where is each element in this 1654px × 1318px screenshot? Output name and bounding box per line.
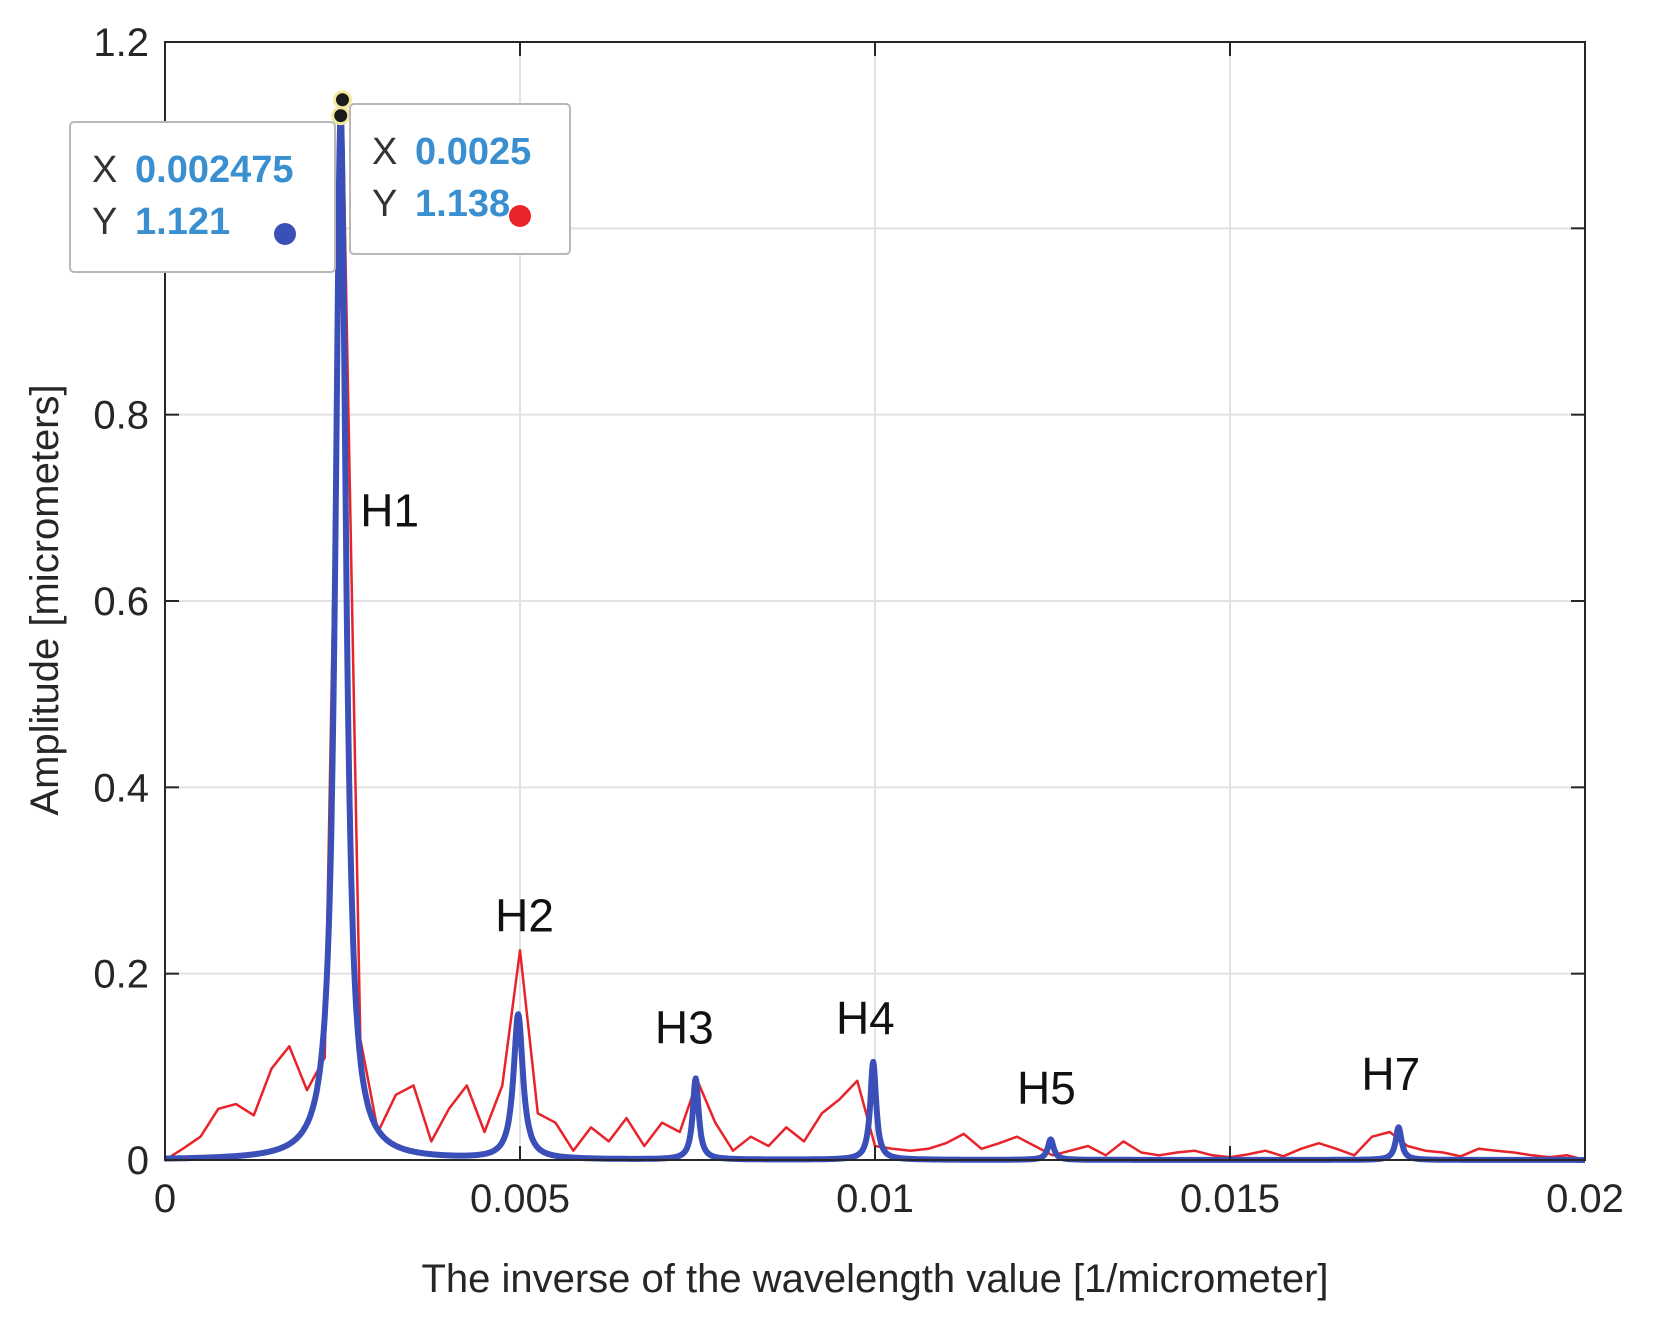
datatip-y-value: 1.121	[135, 201, 230, 243]
x-tick-label: 0.02	[1546, 1177, 1624, 1221]
y-tick-label: 0	[127, 1139, 149, 1183]
peak-label-h3: H3	[655, 1002, 714, 1054]
datatip-series-dot	[274, 223, 296, 245]
datatip-series-dot	[509, 205, 531, 227]
peak-annotations: H1 H2 H3 H4 H5 H7	[360, 484, 1420, 1114]
datatip-y-key: Y	[92, 201, 117, 243]
peak-label-h7: H7	[1361, 1048, 1420, 1100]
datatip-marker[interactable]	[333, 90, 352, 110]
peak-label-h5: H5	[1017, 1062, 1076, 1114]
datatip-y-key: Y	[372, 183, 397, 225]
datatip-1[interactable]: X 0.002475 Y 1.121	[69, 106, 351, 273]
datatips[interactable]: X 0.002475 Y 1.121 X 0.0025 Y 1.138	[69, 90, 571, 273]
x-tick-label: 0.015	[1180, 1177, 1280, 1221]
datatip-box	[69, 121, 336, 273]
datatip-x-key: X	[372, 131, 397, 173]
x-tick-label: 0.01	[836, 1177, 914, 1221]
y-tick-label: 0.4	[93, 766, 149, 810]
datatip-x-value: 0.0025	[415, 131, 531, 173]
y-axis-title: Amplitude [micrometers]	[23, 384, 67, 815]
datatip-x-key: X	[92, 149, 117, 191]
y-tick-label: 0.8	[93, 394, 149, 438]
datatip-x-value: 0.002475	[135, 149, 294, 191]
y-tick-label: 0.6	[93, 580, 149, 624]
axis-ticks: 0 0.005 0.01 0.015 0.02 0 0.2 0.4 0.6 0.8 1.2	[93, 21, 1624, 1221]
datatip-marker[interactable]	[331, 106, 351, 126]
peak-label-h1: H1	[360, 484, 419, 536]
datatip-2[interactable]: X 0.0025 Y 1.138	[333, 90, 571, 255]
peak-label-h4: H4	[836, 992, 895, 1044]
datatip-y-value: 1.138	[415, 183, 510, 225]
x-tick-label: 0.005	[470, 1177, 570, 1221]
x-axis-title: The inverse of the wavelength value [1/m…	[421, 1257, 1328, 1301]
datatip-box	[349, 103, 571, 255]
peak-label-h2: H2	[495, 890, 554, 942]
y-tick-label: 1.2	[93, 21, 149, 65]
y-tick-label: 0.2	[93, 953, 149, 997]
x-tick-label: 0	[154, 1177, 176, 1221]
